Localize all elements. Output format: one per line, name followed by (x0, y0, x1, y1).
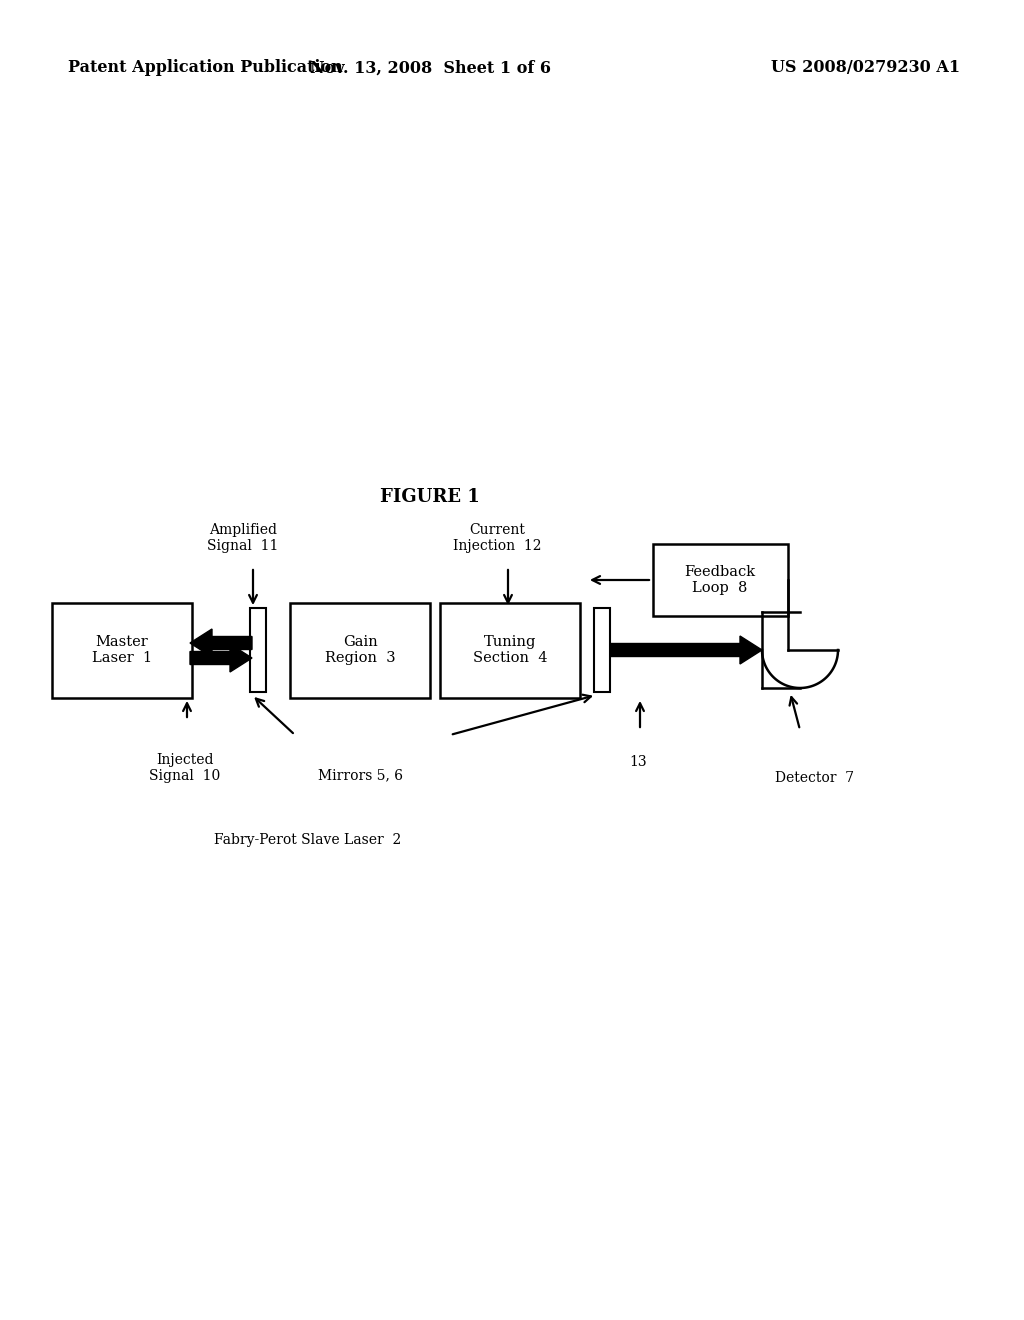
Text: Feedback
Loop  8: Feedback Loop 8 (684, 565, 756, 595)
Text: Master
Laser  1: Master Laser 1 (92, 635, 152, 665)
Text: Injected
Signal  10: Injected Signal 10 (150, 752, 220, 783)
FancyArrow shape (611, 636, 762, 664)
Text: Fabry-Perot Slave Laser  2: Fabry-Perot Slave Laser 2 (214, 833, 401, 847)
Text: Amplified
Signal  11: Amplified Signal 11 (207, 523, 279, 553)
Bar (52, 602, 193, 697)
FancyArrow shape (190, 630, 252, 657)
Text: Nov. 13, 2008  Sheet 1 of 6: Nov. 13, 2008 Sheet 1 of 6 (309, 59, 551, 77)
Text: US 2008/0279230 A1: US 2008/0279230 A1 (771, 59, 961, 77)
Text: Gain
Region  3: Gain Region 3 (325, 635, 395, 665)
Text: Patent Application Publication: Patent Application Publication (68, 59, 343, 77)
FancyArrow shape (190, 644, 252, 672)
Bar (652, 544, 787, 616)
Text: Mirrors 5, 6: Mirrors 5, 6 (317, 768, 402, 781)
Text: Tuning
Section  4: Tuning Section 4 (473, 635, 547, 665)
Bar (594, 609, 610, 692)
Bar (290, 602, 430, 697)
Bar (250, 609, 266, 692)
Text: Current
Injection  12: Current Injection 12 (453, 523, 542, 553)
Text: 13: 13 (629, 755, 647, 770)
Text: FIGURE 1: FIGURE 1 (380, 488, 480, 506)
Text: Detector  7: Detector 7 (775, 771, 855, 785)
Bar (440, 602, 580, 697)
